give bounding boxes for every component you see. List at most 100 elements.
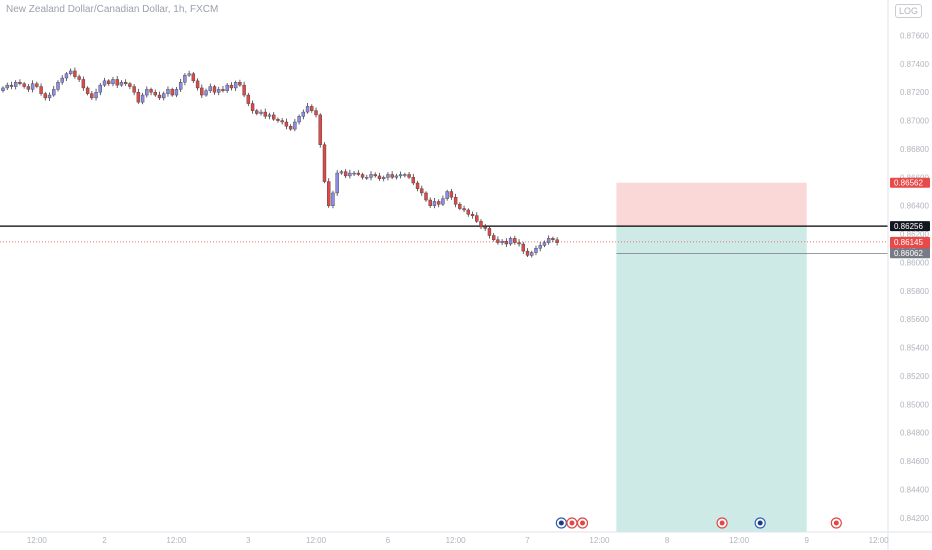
candle-body: [475, 215, 479, 222]
candle-body: [428, 199, 432, 206]
candle-body: [242, 84, 246, 96]
candle-body: [18, 82, 22, 84]
candle-body: [111, 79, 115, 84]
candle-body: [98, 84, 102, 93]
candle-body: [491, 235, 496, 240]
candle-body: [272, 114, 276, 120]
candle-body: [534, 248, 538, 253]
candle-body: [386, 174, 390, 178]
candle-body: [288, 126, 293, 130]
candle-body: [200, 87, 204, 96]
candle-body: [441, 198, 445, 205]
candle-body: [30, 83, 35, 90]
entry-price-label-bg: [890, 221, 930, 232]
candle-body: [466, 209, 470, 215]
candle-body: [43, 93, 47, 99]
candle-body: [195, 80, 200, 89]
y-tick-label: 0.86400: [900, 202, 929, 211]
candle-body: [166, 89, 170, 94]
candle-body: [174, 89, 179, 96]
candle-body: [145, 89, 149, 96]
candle-body: [149, 89, 153, 93]
candle-body: [335, 172, 339, 194]
event-dot: [833, 520, 839, 526]
candle-body: [479, 221, 483, 228]
candle-body: [94, 92, 98, 99]
candle-body: [47, 94, 52, 99]
candle-body: [217, 89, 221, 93]
candle-body: [513, 238, 517, 243]
y-tick-label: 0.84400: [900, 485, 929, 494]
candle-body: [365, 177, 369, 179]
candle-body: [183, 74, 187, 83]
x-tick-label: 12:00: [589, 536, 610, 545]
candle-body: [52, 89, 56, 96]
candle-body: [348, 172, 352, 177]
candle-body: [225, 84, 229, 91]
y-tick-label: 0.85000: [900, 400, 929, 409]
candle-body: [339, 171, 344, 174]
log-scale-button[interactable]: LOG: [894, 4, 922, 18]
candle-body: [140, 94, 145, 103]
candle-body: [26, 86, 31, 90]
last-price-label: 0.86145: [894, 238, 923, 247]
candle-body: [411, 177, 416, 184]
candle-body: [331, 192, 335, 206]
x-tick-label: 7: [525, 536, 530, 545]
candle-body: [204, 90, 208, 96]
x-tick-label: 12:00: [27, 536, 48, 545]
candle-body: [77, 76, 81, 80]
candle-body: [73, 70, 77, 77]
target-price-label: 0.86062: [894, 249, 923, 258]
candle-body: [276, 118, 280, 121]
candle-body: [377, 175, 382, 179]
candle-body: [22, 83, 26, 87]
candle-body: [301, 111, 306, 117]
candle-body: [5, 84, 9, 89]
candle-body: [432, 201, 437, 206]
candle-body: [187, 73, 191, 76]
candle-body: [60, 77, 64, 83]
candle-body: [310, 106, 314, 111]
stop-price-label-bg: [890, 177, 930, 188]
y-tick-label: 0.86800: [900, 145, 929, 154]
candle-body: [398, 174, 403, 177]
candle-body: [9, 84, 14, 87]
candle-body: [90, 93, 94, 99]
candle-body: [13, 82, 18, 87]
candle-body: [238, 82, 242, 86]
candle-body: [394, 175, 399, 178]
candle-body: [360, 174, 365, 178]
candle-body: [212, 86, 217, 93]
candle-body: [318, 114, 322, 145]
candle-body: [119, 82, 124, 86]
candle-body: [496, 239, 500, 243]
candles: [1, 67, 559, 258]
candle-body: [551, 238, 555, 240]
y-tick-label: 0.85800: [900, 287, 929, 296]
y-tick-label: 0.86200: [900, 230, 929, 239]
candle-body: [449, 191, 454, 198]
candle-body: [521, 243, 525, 252]
y-tick-label: 0.87600: [900, 31, 929, 40]
candle-body: [68, 70, 73, 74]
candle-body: [542, 242, 547, 246]
event-dot: [580, 520, 586, 526]
candle-body: [453, 196, 458, 205]
event-dot: [719, 520, 725, 526]
candle-body: [170, 89, 174, 96]
candle-body: [487, 228, 492, 236]
event-dot: [558, 520, 564, 526]
y-tick-label: 0.85200: [900, 372, 929, 381]
candle-body: [356, 172, 361, 175]
event-dot: [569, 520, 575, 526]
x-tick-label: 9: [804, 536, 809, 545]
y-tick-label: 0.87200: [900, 88, 929, 97]
candle-body: [314, 110, 318, 116]
candle-body: [233, 82, 238, 89]
candle-body: [415, 182, 420, 189]
x-tick-label: 2: [102, 536, 107, 545]
x-tick-label: 12:00: [446, 536, 467, 545]
